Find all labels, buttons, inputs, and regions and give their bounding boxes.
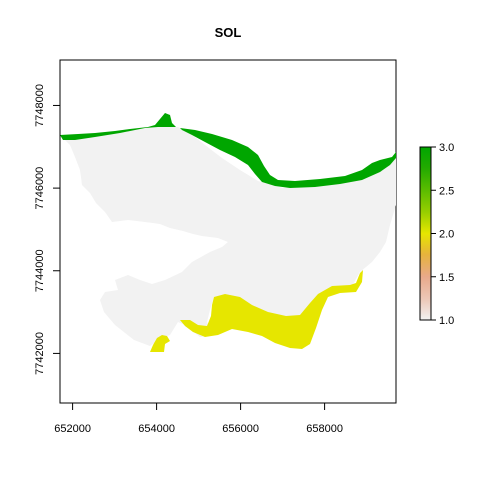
legend: 1.0 1.5 2.0 2.5 3.0	[419, 142, 454, 327]
zone-class-2-patch	[150, 335, 170, 352]
map-title: SOL	[215, 25, 242, 40]
legend-colorbar	[419, 146, 432, 321]
x-tick-label: 652000	[54, 423, 91, 435]
x-tick-label: 654000	[138, 423, 175, 435]
y-tick-label: 7746000	[34, 167, 46, 210]
y-tick-label: 7742000	[34, 332, 46, 375]
legend-tick-label: 2.0	[439, 229, 454, 241]
legend-tick-label: 1.5	[439, 272, 454, 284]
x-axis: 652000 654000 656000 658000	[54, 402, 343, 435]
y-tick-label: 7748000	[34, 84, 46, 127]
y-tick-label: 7744000	[34, 249, 46, 292]
raster-layer	[60, 113, 396, 352]
legend-ticks: 1.0 1.5 2.0 2.5 3.0	[431, 142, 454, 327]
zone-class-1	[63, 127, 396, 346]
legend-tick-label: 1.0	[439, 315, 454, 327]
x-tick-label: 658000	[306, 423, 343, 435]
x-tick-label: 656000	[222, 423, 259, 435]
y-axis: 7742000 7744000 7746000 7748000	[34, 84, 61, 375]
zone-class-2-south	[180, 270, 363, 349]
zone-class-3-north	[60, 113, 176, 140]
legend-tick-label: 2.5	[439, 185, 454, 197]
legend-tick-label: 3.0	[439, 142, 454, 154]
zone-class-3-ridge	[180, 128, 396, 188]
